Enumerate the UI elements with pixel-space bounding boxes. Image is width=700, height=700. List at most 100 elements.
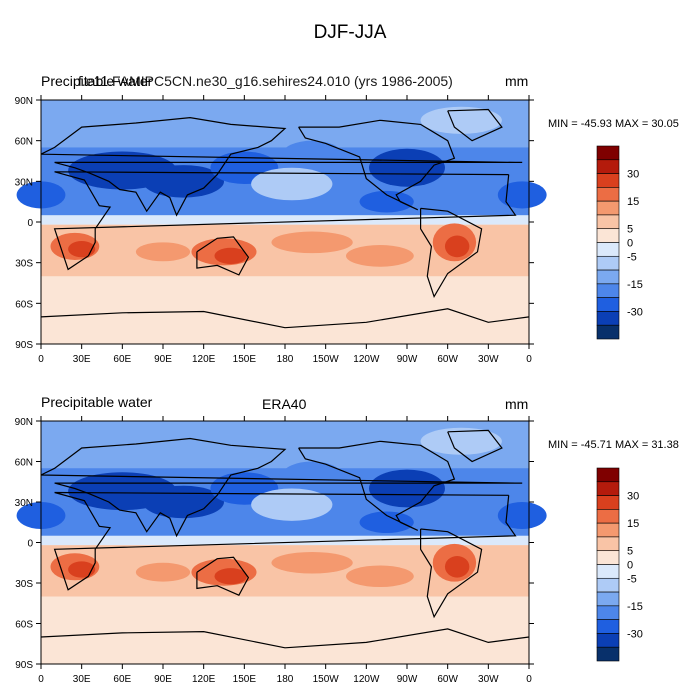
coastline-path [53,491,517,591]
colorbar-label: 30 [627,169,639,181]
lon-tick-label: 150W [313,354,340,365]
panel2-units: mm [505,396,529,412]
coastline-path [196,236,250,276]
lat-tick-label: 30N [15,498,33,509]
coastline-path [420,207,483,299]
lon-tick-label: 150E [233,674,257,685]
coastline-path [298,119,456,211]
colorbar-label: 15 [627,196,639,208]
antarctic [41,316,529,344]
colorbar-cell [596,187,620,202]
field-blob [282,140,342,168]
lon-axis: 0 30E 60E 90E 120E 150E 180 150W 120W 90W 60W 30W 0 [38,95,532,365]
antarctic [41,637,529,664]
field-blob [369,469,445,508]
lon-tick-label: 120E [192,674,216,685]
lat-tick-label: 90S [15,340,33,351]
figure-title: DJF-JJA [313,22,387,43]
panel2-colorbar: 30 15 5 0-5 -15 -30 [596,467,643,662]
lon-tick-label: 120W [353,354,380,365]
coastlines [40,429,530,649]
field-blob [444,235,470,258]
field-blob [251,167,333,201]
lat-tick-label: 30S [15,259,33,270]
lat-tick-label: 30S [15,579,33,590]
field-blob [497,502,547,529]
panel2-center-title: ERA40 [262,396,307,412]
colorbar-label: -30 [627,306,643,318]
colorbar-cell [596,577,620,593]
coastline-path [40,308,530,329]
field-blob [135,562,191,582]
lon-tick-label: 90E [154,354,172,365]
panel1-units: mm [505,73,529,89]
colorbar-label: 15 [627,518,639,530]
colorbar-cell [596,255,620,271]
colorbar-cell [596,646,620,662]
field-blob [271,231,353,254]
lon-tick-label: 60W [437,674,458,685]
colorbar-cell [596,467,620,483]
field-blob [346,565,414,588]
eq-band [41,535,529,546]
panel1-center-title: f.e11.FAMIPC5CN.ne30_g16.sehires24.010 (… [78,73,453,89]
lon-tick-label: 60E [113,354,131,365]
lon-tick-label: 0 [526,674,532,685]
lon-tick-label: 30E [73,674,91,685]
coastline-path [53,171,517,271]
lon-tick-label: 180 [277,674,294,685]
panel1-minmax: MIN = -45.93 MAX = 30.05 [548,118,679,130]
field-blob [420,106,502,134]
colorbar-label: -30 [627,628,643,640]
colorbar-cell [596,633,620,648]
colorbar-cell [596,242,620,257]
colorbar-cell [596,509,620,524]
lat-tick-label: 0 [27,218,33,229]
colorbar-label: -5 [627,573,637,585]
colorbar-cell [596,522,620,538]
field-blob [135,242,191,262]
lat-tick-label: 0 [27,539,33,550]
colorbar-cell [596,495,620,510]
colorbar-label: -5 [627,251,637,263]
lon-tick-label: 150E [233,354,257,365]
colorbar-label: 30 [627,491,639,503]
lat-tick-label: 90S [15,660,33,671]
field-blob [359,511,414,534]
coastline-path [196,556,250,596]
lat-tick-label: 60N [15,137,33,148]
field-blob [420,427,502,455]
lon-tick-label: 150W [313,674,340,685]
colorbar-cell [596,324,620,340]
colorbar-cell [596,173,620,188]
lon-tick-label: 120W [353,674,380,685]
coastline-path [40,116,523,217]
colorbar-cell [596,605,620,620]
lat-axis: 90N 60N 30N 0 30S 60S 90S [15,417,534,671]
field-blob [214,568,248,585]
field-blob [369,148,445,187]
colorbar-label: 5 [627,546,633,558]
lat-tick-label: 30N [15,177,33,188]
colorbar-cell [596,619,620,634]
lon-tick-label: 60E [113,674,131,685]
lon-tick-label: 60W [437,354,458,365]
lat-tick-label: 60S [15,299,33,310]
field-blob [282,461,342,489]
field-blob [68,240,96,258]
eq-band [41,215,529,225]
lon-axis: 0 30E 60E 90E 120E 150E 180 150W 120W 90W 60W 30W 0 [38,416,532,685]
panel2-minmax: MIN = -45.71 MAX = 31.38 [548,439,679,451]
colorbar-cell [596,297,620,312]
field-blob [497,181,547,209]
lat-tick-label: 60N [15,458,33,469]
coastline-path [447,429,503,463]
colorbar-cell [596,214,620,230]
colorbar-cell [596,269,620,285]
coastline-path [420,528,483,619]
lon-tick-label: 30W [478,674,499,685]
colorbar-cell [596,481,620,496]
colorbar-cell [596,536,620,552]
colorbar-cell [596,283,620,298]
coastline-path [298,440,456,531]
